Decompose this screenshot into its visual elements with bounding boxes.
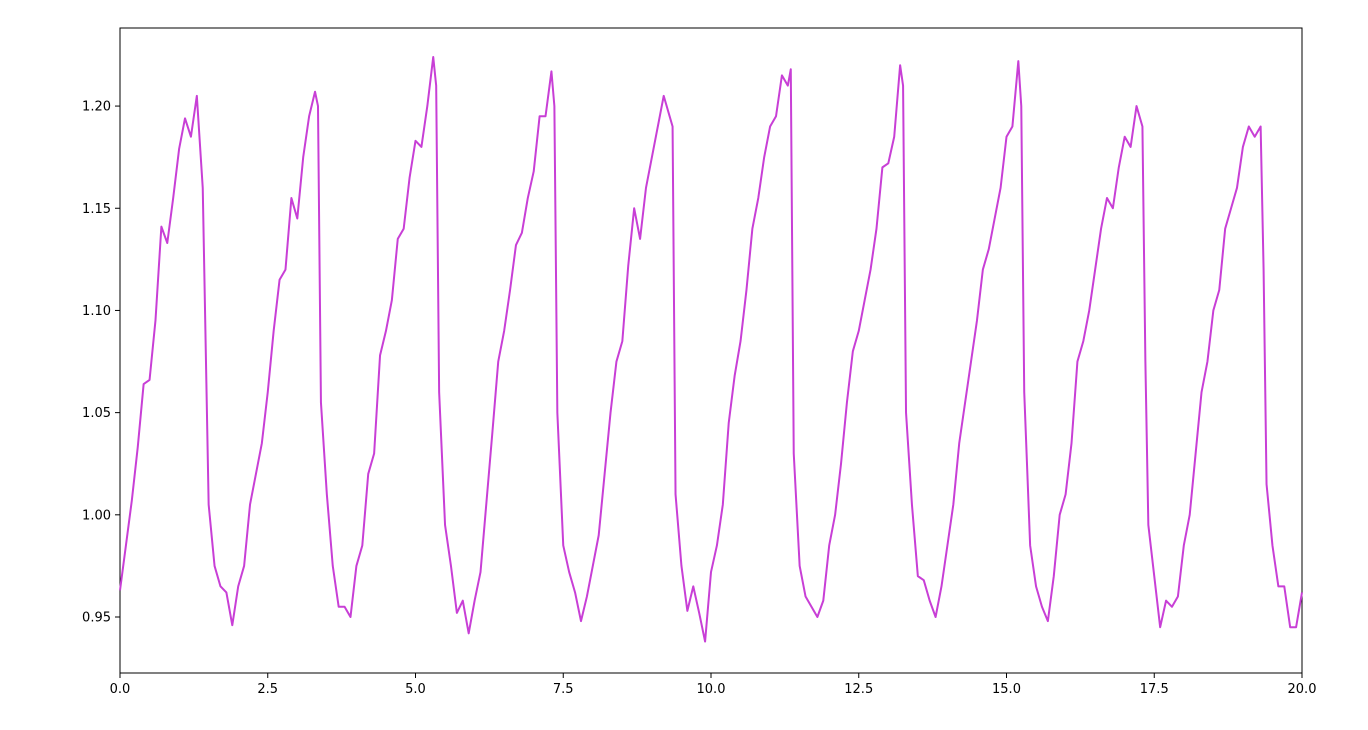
- x-tick-label: 15.0: [992, 682, 1021, 697]
- x-tick-label: 17.5: [1140, 682, 1169, 697]
- x-tick-label: 20.0: [1288, 682, 1317, 697]
- x-tick-label: 2.5: [257, 682, 278, 697]
- y-tick-label: 1.20: [82, 100, 111, 115]
- x-tick-label: 0.0: [110, 682, 131, 697]
- y-tick-label: 1.00: [82, 508, 111, 523]
- data-line: [119, 56, 1303, 643]
- y-tick-label: 1.10: [82, 304, 111, 319]
- x-tick-label: 7.5: [553, 682, 574, 697]
- x-tick-label: 10.0: [697, 682, 726, 697]
- y-tick-label: 1.15: [82, 202, 111, 217]
- y-tick-label: 1.05: [82, 406, 111, 421]
- x-tick-label: 12.5: [844, 682, 873, 697]
- y-tick-label: 0.95: [82, 611, 111, 626]
- x-tick-label: 5.0: [405, 682, 426, 697]
